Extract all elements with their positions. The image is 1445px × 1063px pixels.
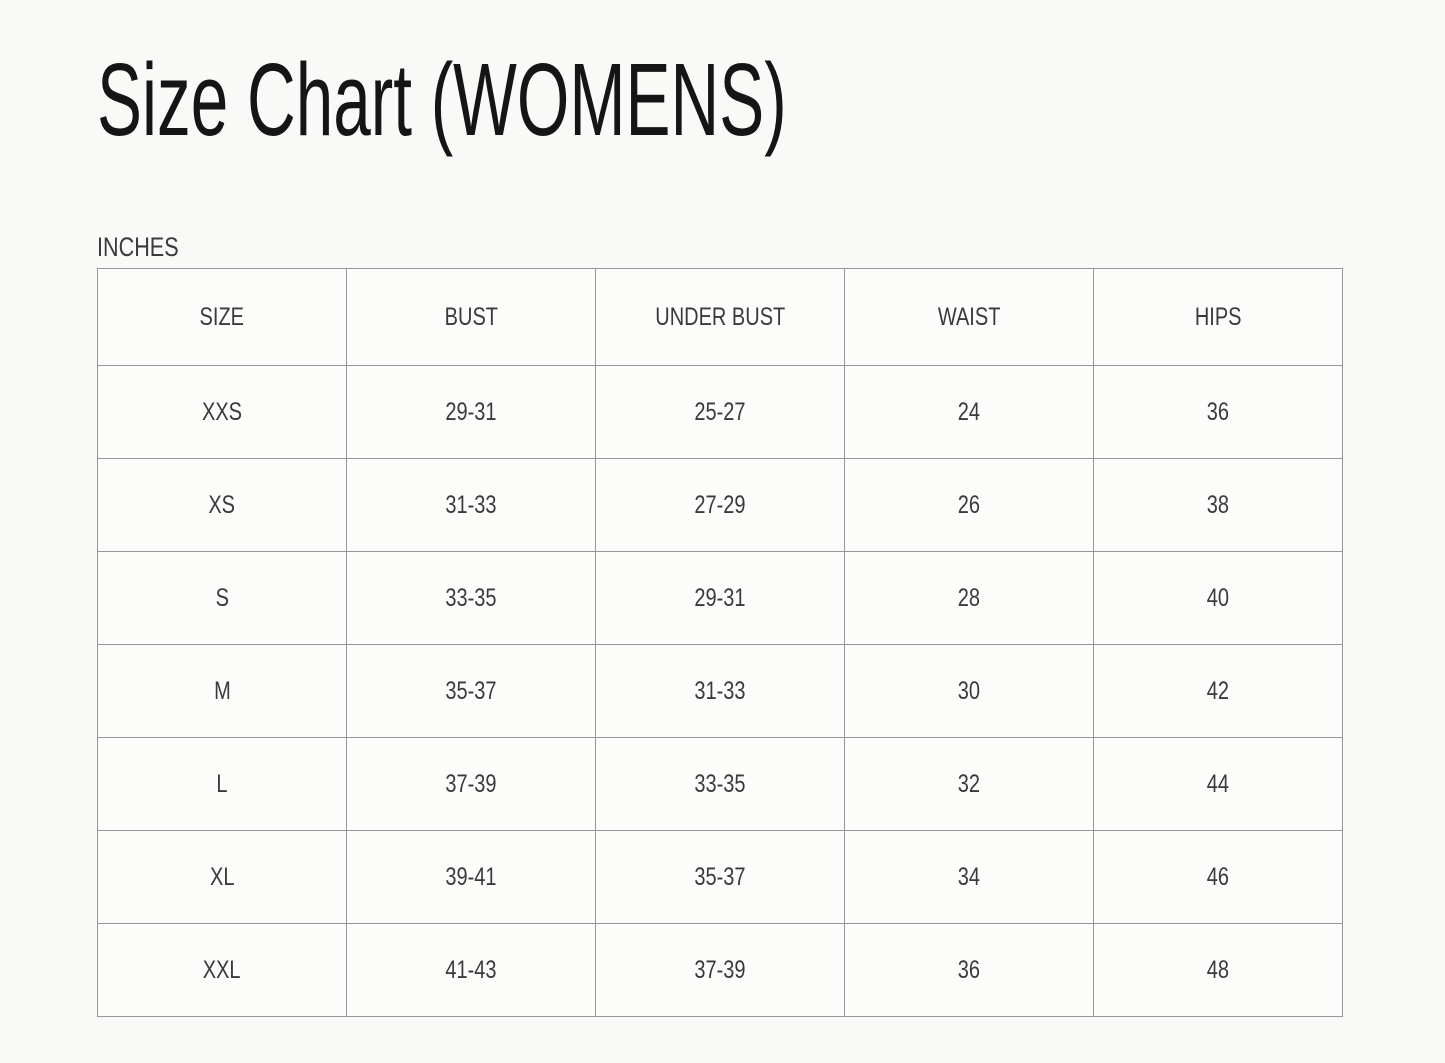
cell-value: 27-29 bbox=[694, 490, 746, 519]
measurement-cell: 30 bbox=[844, 644, 1094, 738]
cell-value: M bbox=[213, 676, 231, 705]
measurement-cell: 36 bbox=[844, 923, 1094, 1017]
size-cell: XXL bbox=[97, 923, 347, 1017]
table-row: L 37-39 33-35 32 44 bbox=[97, 737, 1343, 831]
page-title: Size Chart (WOMENS) bbox=[97, 48, 1343, 151]
size-chart-table: SIZE BUST UNDER BUST WAIST HIPS XXS 29-31 25-2… bbox=[97, 268, 1343, 1017]
cell-value: 34 bbox=[957, 862, 981, 891]
cell-value: 38 bbox=[1206, 490, 1230, 519]
cell-value: 46 bbox=[1206, 862, 1230, 891]
measurement-cell: 37-39 bbox=[346, 737, 596, 831]
cell-value: L bbox=[216, 769, 228, 798]
cell-value: 44 bbox=[1206, 769, 1230, 798]
measurement-cell: 35-37 bbox=[346, 644, 596, 738]
measurement-cell: 38 bbox=[1093, 458, 1343, 552]
column-header-label: SIZE bbox=[199, 302, 245, 331]
unit-label-text: INCHES bbox=[97, 232, 179, 262]
measurement-cell: 41-43 bbox=[346, 923, 596, 1017]
page-title-text: Size Chart (WOMENS) bbox=[97, 42, 787, 157]
measurement-cell: 27-29 bbox=[595, 458, 845, 552]
column-header-label: BUST bbox=[444, 302, 498, 331]
cell-value: 35-37 bbox=[694, 862, 746, 891]
column-header-label: HIPS bbox=[1194, 302, 1242, 331]
cell-value: 25-27 bbox=[694, 397, 746, 426]
cell-value: 36 bbox=[1206, 397, 1230, 426]
measurement-cell: 31-33 bbox=[346, 458, 596, 552]
measurement-cell: 48 bbox=[1093, 923, 1343, 1017]
measurement-cell: 29-31 bbox=[595, 551, 845, 645]
measurement-cell: 42 bbox=[1093, 644, 1343, 738]
size-chart-page: Size Chart (WOMENS) INCHES SIZE BUST UNDER… bbox=[0, 48, 1445, 1017]
measurement-cell: 28 bbox=[844, 551, 1094, 645]
cell-value: 37-39 bbox=[694, 955, 746, 984]
cell-value: 33-35 bbox=[694, 769, 746, 798]
table-row: S 33-35 29-31 28 40 bbox=[97, 551, 1343, 645]
column-header-under-bust: UNDER BUST bbox=[595, 268, 845, 366]
cell-value: XXS bbox=[201, 397, 243, 426]
size-cell: L bbox=[97, 737, 347, 831]
measurement-cell: 44 bbox=[1093, 737, 1343, 831]
column-header-bust: BUST bbox=[346, 268, 596, 366]
measurement-cell: 37-39 bbox=[595, 923, 845, 1017]
column-header-label: UNDER BUST bbox=[654, 302, 785, 331]
cell-value: XS bbox=[208, 490, 236, 519]
unit-label: INCHES bbox=[97, 234, 1343, 261]
size-table-header-row: SIZE BUST UNDER BUST WAIST HIPS bbox=[97, 268, 1343, 366]
size-cell: S bbox=[97, 551, 347, 645]
cell-value: 24 bbox=[957, 397, 981, 426]
measurement-cell: 33-35 bbox=[595, 737, 845, 831]
size-cell: XS bbox=[97, 458, 347, 552]
cell-value: 31-33 bbox=[694, 676, 746, 705]
column-header-waist: WAIST bbox=[844, 268, 1094, 366]
cell-value: 37-39 bbox=[445, 769, 497, 798]
table-row: XXL 41-43 37-39 36 48 bbox=[97, 923, 1343, 1017]
cell-value: 29-31 bbox=[445, 397, 497, 426]
size-table-body: XXS 29-31 25-27 24 36 XS 31-33 27-29 26 38 S 33-35 2… bbox=[97, 365, 1343, 1017]
measurement-cell: 29-31 bbox=[346, 365, 596, 459]
size-table-head: SIZE BUST UNDER BUST WAIST HIPS bbox=[97, 268, 1343, 366]
cell-value: 33-35 bbox=[445, 583, 497, 612]
measurement-cell: 32 bbox=[844, 737, 1094, 831]
table-row: XXS 29-31 25-27 24 36 bbox=[97, 365, 1343, 459]
cell-value: 42 bbox=[1206, 676, 1230, 705]
measurement-cell: 39-41 bbox=[346, 830, 596, 924]
cell-value: 41-43 bbox=[445, 955, 497, 984]
column-header-hips: HIPS bbox=[1093, 268, 1343, 366]
cell-value: XL bbox=[209, 862, 235, 891]
size-cell: XL bbox=[97, 830, 347, 924]
measurement-cell: 46 bbox=[1093, 830, 1343, 924]
cell-value: XXL bbox=[203, 955, 241, 984]
cell-value: 30 bbox=[957, 676, 981, 705]
measurement-cell: 31-33 bbox=[595, 644, 845, 738]
measurement-cell: 25-27 bbox=[595, 365, 845, 459]
cell-value: 35-37 bbox=[445, 676, 497, 705]
size-cell: XXS bbox=[97, 365, 347, 459]
cell-value: 26 bbox=[957, 490, 981, 519]
cell-value: 40 bbox=[1206, 583, 1230, 612]
column-header-label: WAIST bbox=[937, 302, 1001, 331]
measurement-cell: 24 bbox=[844, 365, 1094, 459]
cell-value: 29-31 bbox=[694, 583, 746, 612]
measurement-cell: 33-35 bbox=[346, 551, 596, 645]
cell-value: 28 bbox=[957, 583, 981, 612]
cell-value: 32 bbox=[957, 769, 981, 798]
measurement-cell: 34 bbox=[844, 830, 1094, 924]
cell-value: 48 bbox=[1206, 955, 1230, 984]
column-header-size: SIZE bbox=[97, 268, 347, 366]
table-row: XS 31-33 27-29 26 38 bbox=[97, 458, 1343, 552]
cell-value: S bbox=[215, 583, 229, 612]
measurement-cell: 36 bbox=[1093, 365, 1343, 459]
measurement-cell: 40 bbox=[1093, 551, 1343, 645]
cell-value: 31-33 bbox=[445, 490, 497, 519]
size-cell: M bbox=[97, 644, 347, 738]
table-row: XL 39-41 35-37 34 46 bbox=[97, 830, 1343, 924]
measurement-cell: 26 bbox=[844, 458, 1094, 552]
measurement-cell: 35-37 bbox=[595, 830, 845, 924]
cell-value: 36 bbox=[957, 955, 981, 984]
cell-value: 39-41 bbox=[445, 862, 497, 891]
table-row: M 35-37 31-33 30 42 bbox=[97, 644, 1343, 738]
